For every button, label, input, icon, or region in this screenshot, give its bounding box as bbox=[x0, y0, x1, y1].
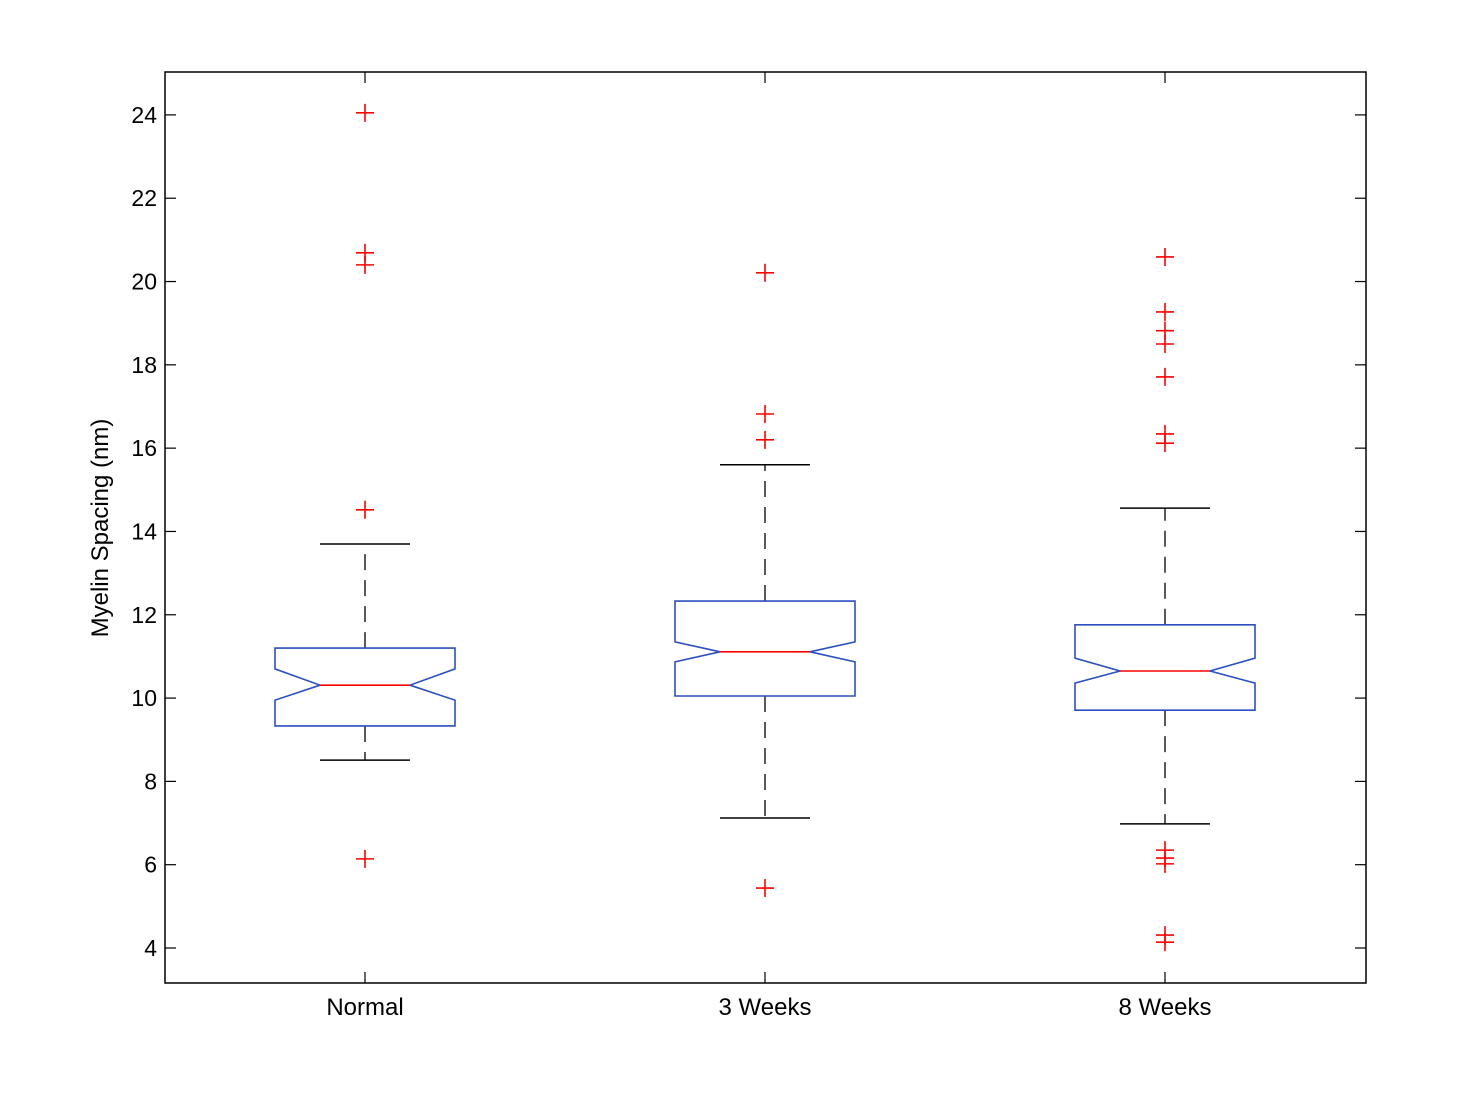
notched-box bbox=[1074, 623, 1256, 711]
x-tick-label: 8 Weeks bbox=[1119, 994, 1212, 1021]
outlier-marker bbox=[356, 500, 374, 519]
x-tick-label: 3 Weeks bbox=[719, 994, 812, 1021]
outlier-marker bbox=[756, 263, 774, 282]
outlier-marker bbox=[1156, 247, 1174, 266]
y-tick-label: 12 bbox=[131, 602, 157, 628]
box-group-8-weeks: 8 Weeks bbox=[1074, 72, 1256, 1021]
box-group-normal: Normal bbox=[274, 72, 456, 1021]
outlier-marker bbox=[756, 430, 774, 449]
y-tick-label: 24 bbox=[131, 102, 157, 128]
outlier-marker bbox=[1156, 854, 1174, 873]
outlier-marker bbox=[356, 255, 374, 274]
notched-box bbox=[274, 647, 456, 727]
outlier-marker bbox=[1156, 434, 1174, 453]
outlier-marker bbox=[756, 404, 774, 423]
outlier-marker bbox=[1156, 335, 1174, 354]
outlier-marker bbox=[356, 103, 374, 122]
x-tick-label: Normal bbox=[326, 994, 403, 1021]
y-tick-label: 14 bbox=[131, 518, 157, 544]
y-tick-label: 20 bbox=[131, 269, 157, 295]
plot-area bbox=[164, 71, 1367, 984]
y-tick-label: 8 bbox=[144, 768, 157, 794]
outlier-marker bbox=[1156, 367, 1174, 386]
y-tick-label: 4 bbox=[144, 935, 157, 961]
notched-box bbox=[674, 600, 856, 697]
outlier-marker bbox=[1156, 302, 1174, 321]
y-tick-label: 6 bbox=[144, 852, 157, 878]
outlier-marker bbox=[1156, 933, 1174, 952]
box-group-3-weeks: 3 Weeks bbox=[674, 72, 856, 1021]
y-tick-label: 10 bbox=[131, 685, 157, 711]
y-tick-label: 22 bbox=[131, 185, 157, 211]
outlier-marker bbox=[756, 879, 774, 898]
y-axis-label: Myelin Spacing (nm) bbox=[87, 419, 114, 638]
y-tick-label: 16 bbox=[131, 435, 157, 461]
y-tick-label: 18 bbox=[131, 352, 157, 378]
outlier-marker bbox=[356, 849, 374, 868]
